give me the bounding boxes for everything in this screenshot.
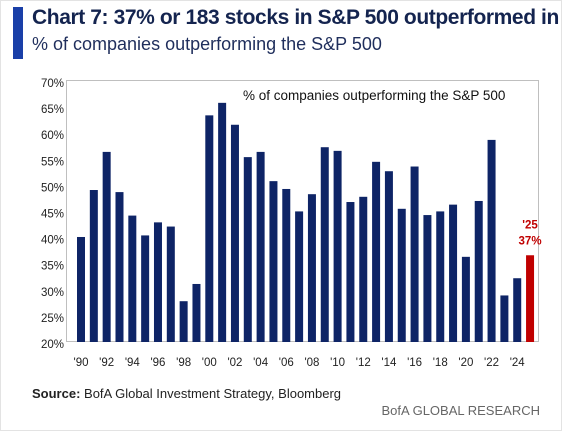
bar — [359, 196, 368, 342]
bar — [513, 278, 522, 342]
y-tick-label: 20% — [41, 339, 64, 351]
title-accent-bar — [13, 7, 23, 59]
x-tick-label: '04 — [253, 357, 269, 369]
highlight-value-label: 37% — [519, 235, 542, 247]
source-note: Source: BofA Global Investment Strategy,… — [32, 386, 341, 401]
bar — [243, 157, 252, 342]
source-text: BofA Global Investment Strategy, Bloombe… — [80, 386, 342, 401]
y-tick-label: 60% — [41, 130, 64, 142]
bar — [256, 151, 265, 342]
bar — [487, 139, 496, 342]
bar — [346, 202, 355, 342]
bar — [141, 235, 150, 342]
bar — [423, 215, 432, 342]
bar — [307, 194, 316, 342]
chart-subtitle: % of companies outperforming the S&P 500 — [32, 34, 382, 54]
x-tick-label: '14 — [381, 357, 397, 369]
bar — [102, 151, 111, 342]
bar — [320, 147, 329, 342]
x-tick-label: '98 — [176, 357, 191, 369]
chart-legend: % of companies outperforming the S&P 500 — [243, 88, 506, 103]
bar — [384, 171, 393, 342]
x-tick-label: '06 — [279, 357, 294, 369]
x-tick-label: '10 — [330, 357, 345, 369]
x-tick-label: '08 — [304, 357, 319, 369]
y-tick-label: 50% — [41, 182, 64, 194]
bar-highlight — [526, 255, 535, 342]
bar — [295, 211, 304, 342]
bar — [372, 161, 381, 342]
bar — [436, 211, 445, 342]
x-tick-label: '20 — [458, 357, 473, 369]
x-tick-label: '96 — [150, 357, 165, 369]
bar — [449, 204, 458, 342]
x-tick-label: '24 — [510, 357, 526, 369]
chart-title: Chart 7: 37% or 183 stocks in S&P 500 ou… — [32, 6, 564, 29]
y-tick-label: 35% — [41, 261, 64, 273]
y-tick-label: 25% — [41, 313, 64, 325]
bar — [89, 190, 98, 342]
bar — [269, 181, 278, 342]
y-tick-label: 30% — [41, 287, 64, 299]
x-tick-label: '12 — [356, 357, 371, 369]
y-tick-label: 45% — [41, 209, 64, 221]
x-tick-label: '92 — [99, 357, 114, 369]
bar — [166, 226, 175, 342]
bar — [410, 166, 419, 342]
x-tick-label: '16 — [407, 357, 422, 369]
bar — [77, 236, 85, 342]
bar — [500, 295, 509, 342]
bar — [333, 150, 342, 342]
x-tick-label: '90 — [74, 357, 89, 369]
source-label: Source: — [32, 386, 81, 401]
bar — [218, 102, 227, 342]
bar — [282, 188, 291, 342]
x-tick-label: '18 — [433, 357, 448, 369]
y-tick-label: 55% — [41, 156, 64, 168]
x-tick-label: '00 — [202, 357, 217, 369]
brand-label: BofA GLOBAL RESEARCH — [381, 403, 540, 418]
bar — [179, 301, 188, 342]
bar — [474, 200, 483, 342]
y-tick-label: 40% — [41, 235, 64, 247]
bar — [115, 192, 124, 342]
x-tick-label: '22 — [484, 357, 499, 369]
bar — [205, 115, 214, 342]
x-tick-label: '02 — [227, 357, 242, 369]
bar — [230, 124, 239, 342]
bar — [461, 256, 470, 342]
bar — [397, 208, 406, 342]
bar — [128, 215, 137, 342]
y-tick-label: 70% — [41, 78, 64, 90]
bar — [153, 222, 162, 342]
y-tick-label: 65% — [41, 104, 64, 116]
x-tick-label: '94 — [125, 357, 141, 369]
bar — [192, 283, 201, 342]
highlight-year-label: '25 — [522, 219, 538, 231]
